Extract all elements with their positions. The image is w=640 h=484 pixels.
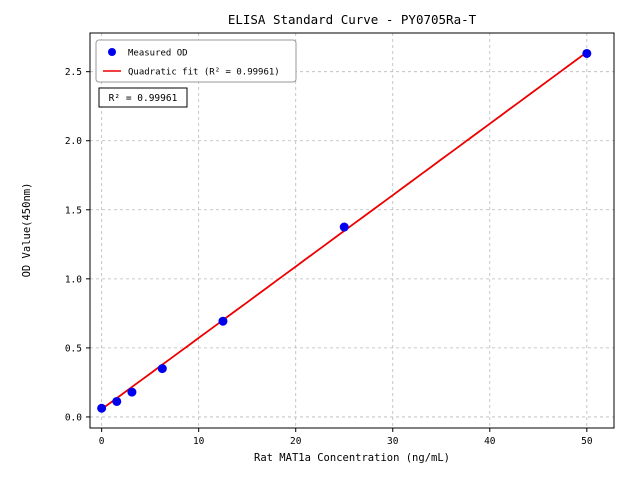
scatter-series [97, 48, 592, 413]
y-tick-label: 2.5 [65, 67, 82, 78]
x-tick-label: 30 [387, 436, 399, 447]
y-ticks [86, 71, 90, 418]
x-tick-label: 40 [484, 436, 496, 447]
x-tick-label: 0 [99, 436, 105, 447]
measured-od-point [339, 222, 349, 232]
legend-label-measured-od: Measured OD [128, 49, 188, 59]
chart-title: ELISA Standard Curve - PY0705Ra-T [228, 12, 477, 27]
measured-od-point [112, 396, 122, 406]
y-tick-label: 0.5 [65, 343, 82, 354]
r-squared-annotation: R² = 0.99961 [98, 87, 188, 108]
y-tick-label: 2.0 [65, 136, 82, 147]
legend: Measured OD Quadratic fit (R² = 0.99961) [95, 39, 297, 83]
measured-od-point [157, 364, 167, 374]
y-tick-label: 1.5 [65, 205, 82, 216]
x-tick-label: 20 [290, 436, 302, 447]
measured-od-point [218, 316, 228, 326]
y-axis-label: OD Value(450nm) [21, 183, 33, 278]
y-tick-labels: 0.0 0.5 1.0 1.5 2.0 2.5 [65, 67, 82, 423]
r-squared-annotation-text: R² = 0.99961 [109, 93, 178, 104]
x-axis-label: Rat MAT1a Concentration (ng/mL) [254, 452, 450, 464]
legend-label-quadratic-fit: Quadratic fit (R² = 0.99961) [128, 68, 280, 78]
axis-frame [89, 32, 615, 429]
measured-od-point [582, 48, 592, 58]
x-ticks [101, 428, 588, 432]
measured-od-point [97, 403, 107, 413]
x-tick-label: 10 [193, 436, 205, 447]
x-tick-label: 50 [581, 436, 593, 447]
legend-marker-measured-od [108, 48, 116, 56]
y-tick-label: 0.0 [65, 412, 82, 423]
x-tick-labels: 0 10 20 30 40 50 [99, 436, 593, 447]
measured-od-point [127, 387, 137, 397]
y-tick-label: 1.0 [65, 274, 82, 285]
